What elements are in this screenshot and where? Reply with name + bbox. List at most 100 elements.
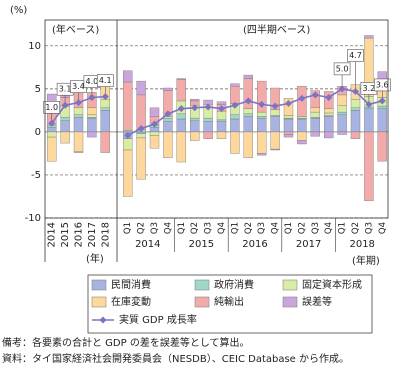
x-tick-label: Q4: [324, 222, 334, 234]
data-label: 4.7: [349, 51, 362, 60]
data-label: 3.6: [376, 80, 389, 89]
bar-segment: [203, 131, 213, 139]
bar-segment: [73, 117, 84, 133]
gdp-marker: [365, 100, 373, 108]
bar-segment: [230, 83, 240, 87]
bar-segment: [176, 79, 187, 102]
bar-segment: [176, 78, 187, 80]
bar-segment: [122, 129, 133, 133]
bar-segment: [324, 116, 334, 133]
bar-segment: [60, 131, 70, 144]
bar-segment: [47, 127, 57, 133]
bar-segment: [283, 115, 294, 119]
bar-segment: [310, 111, 320, 118]
gdp-marker: [204, 103, 212, 111]
bar-segment: [310, 131, 320, 137]
x-tick-label: 2015: [60, 222, 71, 247]
bar-segment: [297, 131, 307, 141]
bar-segment: [297, 118, 307, 133]
bar-segment: [122, 138, 133, 151]
bar-segment: [216, 121, 227, 133]
gdp-marker: [88, 93, 96, 101]
bar-segment: [149, 135, 160, 149]
bar-segment: [136, 137, 146, 180]
bar-segment: [176, 131, 187, 163]
bar-segment: [230, 86, 240, 104]
bar-segment: [176, 118, 187, 133]
bar-segment: [122, 81, 133, 131]
x-tick-label: 2016: [74, 222, 85, 247]
bar-segment: [337, 94, 347, 106]
x-tick-label: Q2: [297, 222, 307, 234]
data-label: 3.1: [59, 85, 72, 94]
gdp-marker: [311, 91, 319, 99]
x-tick-label: Q2: [190, 222, 200, 234]
bar-segment: [243, 131, 254, 158]
bar-segment: [163, 121, 173, 133]
x-tick-label: Q1: [284, 222, 294, 234]
bar-segment: [230, 114, 240, 120]
legend-label: 政府消費: [214, 278, 254, 291]
gdp-marker: [298, 94, 306, 102]
x-tick-label: 2017: [87, 222, 98, 247]
bar-segment: [257, 117, 267, 133]
bar-segment: [189, 117, 200, 121]
bar-segment: [310, 107, 320, 113]
bar-segment: [73, 151, 84, 153]
bar-segment: [100, 110, 111, 133]
bar-segment: [337, 111, 347, 115]
bar-segment: [364, 35, 374, 39]
bar-segment: [364, 108, 374, 133]
x-tick-label: Q2: [244, 222, 254, 234]
gdp-marker: [271, 102, 279, 110]
legend-label: 誤差等: [302, 295, 332, 308]
data-label: 4.1: [99, 76, 112, 85]
bar-segment: [283, 134, 294, 138]
bar-segment: [87, 117, 97, 133]
bar-segment: [243, 113, 254, 117]
x-tick-label: 2014: [47, 222, 58, 247]
gdp-marker: [244, 97, 252, 105]
gdp-marker: [352, 87, 359, 95]
x-group-label: 2015: [189, 239, 214, 250]
gdp-marker: [101, 93, 109, 101]
bar-segment: [324, 112, 334, 116]
gdp-marker: [378, 97, 386, 105]
bar-segment: [283, 131, 294, 135]
legend-swatch: [91, 279, 107, 291]
bar-segment: [257, 80, 267, 113]
bar-segment: [189, 98, 200, 102]
gdp-marker: [191, 104, 199, 112]
legend-swatch: [194, 296, 210, 308]
legend-marker: [99, 316, 107, 324]
bar-segment: [163, 131, 173, 158]
x-tick-label: Q2: [351, 222, 361, 234]
bar-segment: [73, 114, 84, 118]
bar-segment: [257, 131, 267, 154]
legend-swatch: [194, 279, 210, 291]
x-tick-label: Q4: [163, 222, 173, 234]
bar-segment: [149, 107, 160, 117]
y-tick-label: 10: [28, 41, 41, 52]
bar-segment: [100, 107, 111, 111]
bar-segment: [350, 110, 361, 133]
bar-segment: [243, 116, 254, 133]
bar-segment: [87, 131, 97, 138]
data-label: 3.2: [363, 84, 376, 93]
bar-segment: [337, 131, 347, 135]
gdp-marker: [258, 100, 266, 108]
gdp-marker: [151, 120, 158, 128]
gdp-marker: [48, 119, 56, 127]
bar-segment: [122, 149, 133, 197]
x-tick-label: Q3: [364, 222, 374, 234]
bar-segment: [377, 108, 387, 133]
bar-segment: [87, 114, 97, 118]
bar-segment: [60, 120, 70, 133]
bar-segment: [189, 131, 200, 141]
bar-segment: [243, 108, 254, 115]
legend-swatch: [282, 296, 298, 308]
x-unit: (年期): [352, 254, 380, 267]
gdp-marker: [124, 131, 132, 139]
bar-segment: [257, 153, 267, 156]
